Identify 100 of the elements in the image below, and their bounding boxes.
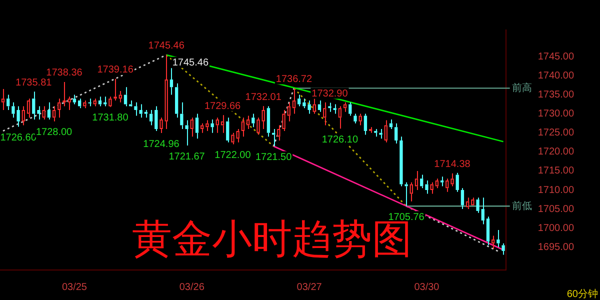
candlestick — [52, 106, 56, 122]
annotation: 1739.16 — [97, 64, 134, 76]
candlestick — [256, 117, 260, 136]
candlestick — [374, 128, 378, 138]
annotation: 1729.66 — [204, 100, 242, 112]
annotation: 1745.46 — [148, 40, 185, 52]
candlestick — [266, 106, 270, 138]
candlestick — [185, 120, 188, 146]
candlestick — [118, 90, 122, 103]
candlestick — [114, 78, 117, 101]
candlestick — [164, 54, 168, 130]
candlestick — [108, 96, 112, 108]
candlestick — [93, 98, 96, 107]
candlestick — [292, 88, 296, 114]
candlestick — [26, 98, 30, 118]
candlestick — [282, 110, 286, 132]
annotation: 1738.36 — [46, 68, 83, 79]
annotation: 1721.67 — [168, 151, 206, 162]
text: 60分钟 — [566, 288, 598, 300]
ref-line-label: 前低 — [512, 200, 532, 212]
candlestick — [180, 102, 184, 130]
candlestick — [98, 96, 102, 107]
candlestick — [195, 113, 199, 140]
candlestick — [440, 176, 444, 187]
candlestick — [190, 117, 194, 138]
annotation: 1722.00 — [214, 150, 252, 162]
candlestick — [252, 113, 255, 128]
y-tick-label: 1695.00 — [538, 242, 574, 253]
candlestick — [62, 81, 66, 107]
candlestick — [496, 230, 500, 248]
candlestick — [364, 113, 368, 136]
candlestick — [460, 188, 464, 210]
y-tick-label: 1730.00 — [538, 108, 574, 120]
candlestick — [200, 122, 204, 134]
annotation: 1726.10 — [322, 134, 358, 146]
candlestick — [343, 102, 347, 112]
candlestick — [174, 82, 178, 118]
candlestick — [104, 96, 107, 107]
x-tick-label: 03/27 — [296, 282, 322, 293]
candlestick — [410, 182, 413, 202]
candlestick — [425, 180, 428, 194]
candlestick — [68, 96, 71, 110]
candlestick — [160, 117, 163, 134]
candlestick — [246, 115, 250, 130]
y-tick-label: 1735.00 — [538, 90, 574, 101]
annotation: 1731.80 — [92, 112, 129, 124]
candlestick — [333, 104, 336, 114]
candlestick — [139, 104, 142, 118]
candlestick — [58, 98, 61, 118]
candlestick — [323, 102, 326, 126]
candlestick — [338, 106, 342, 130]
candlestick — [206, 120, 209, 132]
y-tick-label: 1745.00 — [538, 51, 574, 62]
candlestick — [32, 91, 36, 120]
candlestick — [379, 128, 382, 140]
x-tick-label: 03/26 — [179, 282, 205, 293]
annotation: 1728.00 — [36, 127, 73, 138]
candlestick — [502, 242, 505, 256]
y-tick-label: 1740.00 — [538, 70, 574, 82]
candlestick — [492, 235, 495, 250]
candlestick — [124, 86, 128, 107]
candlestick — [47, 102, 51, 120]
candlestick — [476, 197, 480, 214]
candlestick — [220, 114, 224, 134]
candlestick — [430, 182, 434, 194]
candlestick — [471, 197, 474, 206]
candlestick — [88, 98, 92, 107]
candlestick — [394, 122, 398, 144]
y-tick-label: 1710.00 — [538, 184, 574, 196]
candlestick — [368, 126, 372, 134]
candlestick — [22, 106, 26, 126]
candlestick — [210, 119, 214, 134]
annotation: 1735.81 — [16, 77, 52, 88]
candlestick — [272, 128, 276, 147]
candlestick — [1, 88, 5, 110]
annotation: 1721.50 — [255, 152, 292, 163]
annotation: 1732.01 — [245, 92, 282, 103]
candlestick — [83, 100, 86, 109]
candlestick — [348, 102, 352, 116]
candlestick — [466, 197, 470, 210]
candlestick — [318, 100, 322, 112]
candlestick — [277, 124, 280, 141]
y-tick-label: 1705.00 — [538, 204, 574, 215]
candlestick — [435, 178, 439, 189]
candlestick — [456, 172, 459, 192]
candlestick — [354, 113, 357, 124]
candlestick — [236, 128, 240, 143]
candlestick — [231, 132, 234, 145]
x-tick-label: 03/30 — [414, 282, 440, 293]
candlestick — [134, 102, 138, 116]
candlestick — [420, 174, 424, 189]
candlestick — [446, 178, 449, 192]
candlestick — [400, 136, 403, 187]
annotation: 1714.38 — [434, 159, 471, 170]
annotation: 1736.72 — [276, 74, 312, 85]
candlestick — [414, 170, 418, 190]
candlestick — [6, 94, 10, 110]
candlestick — [154, 106, 158, 132]
candlestick — [216, 117, 219, 134]
candlestick — [170, 68, 174, 96]
